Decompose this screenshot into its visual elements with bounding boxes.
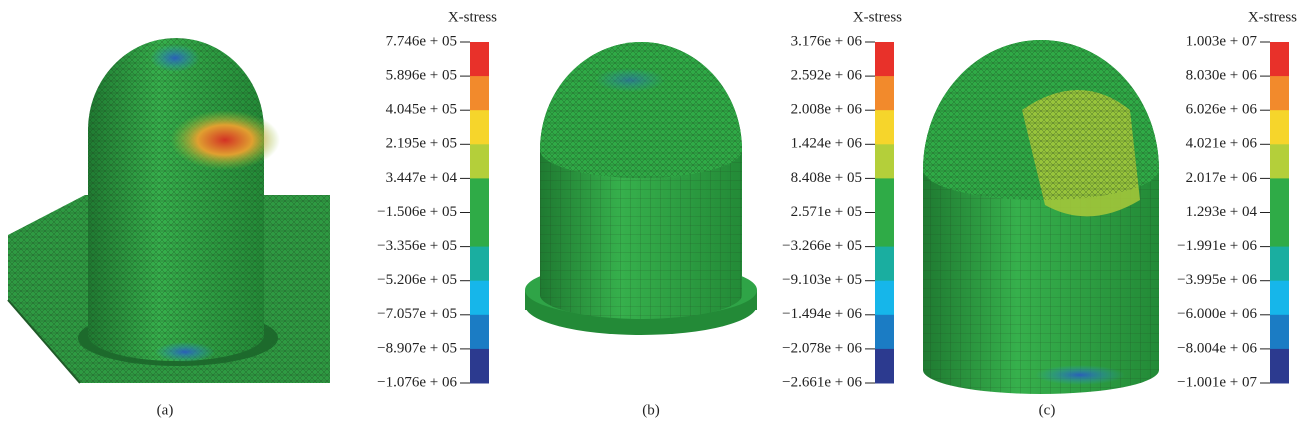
colorbar-tick-label: −5.206e + 05: [377, 272, 457, 288]
colorbar-title: X-stress: [1248, 9, 1297, 25]
colorbar-segment: [470, 315, 489, 350]
colorbar-tick-label: 2.592e + 06: [791, 68, 863, 84]
colorbar-segment: [470, 349, 489, 384]
colorbar-segment: [875, 42, 894, 77]
colorbar-tick-label: 1.003e + 07: [1186, 33, 1258, 49]
panel-label: (b): [642, 402, 660, 418]
colorbar-tick-label: −1.991e + 06: [1177, 238, 1257, 254]
colorbar-tick-label: 3.447e + 04: [386, 170, 458, 186]
colorbar-segment: [470, 213, 489, 248]
colorbar-segment: [875, 247, 894, 282]
colorbar-tick-label: −8.004e + 06: [1177, 340, 1257, 356]
colorbar-tick-label: 1.424e + 06: [791, 136, 863, 152]
colorbar-segment: [1270, 247, 1289, 282]
colorbar-tick-label: 2.017e + 06: [1186, 170, 1258, 186]
colorbar-title: X-stress: [448, 9, 497, 25]
colorbar-segment: [875, 213, 894, 248]
colorbar-segment: [1270, 178, 1289, 213]
model-a: [8, 38, 330, 383]
colorbar-segment: [470, 42, 489, 77]
colorbar-tick-label: −2.078e + 06: [782, 340, 862, 356]
colorbar-tick-label: −1.076e + 06: [377, 374, 457, 390]
colorbar-segment: [1270, 110, 1289, 145]
colorbar-tick-label: 2.571e + 05: [791, 204, 862, 220]
colorbar-segment: [470, 76, 489, 111]
colorbar-segment: [1270, 213, 1289, 248]
panel-label: (a): [157, 402, 174, 418]
colorbar-tick-label: 3.176e + 06: [791, 33, 863, 49]
colorbar-tick-label: 1.293e + 04: [1186, 204, 1258, 220]
colorbar-tick-label: −7.057e + 05: [377, 306, 457, 322]
colorbar-segment: [875, 349, 894, 384]
colorbar-segment: [1270, 281, 1289, 316]
panel-label: (c): [1039, 402, 1056, 418]
colorbar-tick-label: −8.907e + 05: [377, 340, 457, 356]
colorbar-segment: [875, 144, 894, 179]
colorbar-tick-label: 4.045e + 05: [386, 102, 457, 118]
colorbar-tick-label: −3.266e + 05: [782, 238, 862, 254]
colorbar-segment: [875, 178, 894, 213]
colorbar-tick-label: 7.746e + 05: [386, 33, 457, 49]
colorbar-tick-label: −9.103e + 05: [782, 272, 862, 288]
colorbar-segment: [470, 247, 489, 282]
colorbar-segment: [1270, 315, 1289, 350]
colorbar-tick-label: 2.195e + 05: [386, 136, 457, 152]
model-b: [525, 42, 757, 335]
figure: (a) X-stress 7.746e + 05 5.896e + 05 4.045e …: [0, 0, 1299, 436]
colorbar-tick-label: 8.408e + 05: [791, 170, 862, 186]
colorbar-tick-label: 8.030e + 06: [1186, 68, 1258, 84]
colorbar-title: X-stress: [853, 9, 902, 25]
colorbar-segment: [470, 144, 489, 179]
colorbar-segment: [1270, 42, 1289, 77]
colorbar-tick-label: 6.026e + 06: [1186, 102, 1258, 118]
colorbar-segment: [875, 281, 894, 316]
colorbar-tick-label: 5.896e + 05: [386, 68, 457, 84]
colorbar-tick-label: −6.000e + 06: [1177, 306, 1257, 322]
colorbar-segment: [1270, 144, 1289, 179]
colorbar-tick-label: −1.001e + 07: [1177, 374, 1257, 390]
colorbar-tick-label: 2.008e + 06: [791, 102, 863, 118]
colorbar-segment: [875, 76, 894, 111]
colorbar-segment: [470, 178, 489, 213]
colorbar-tick-label: −1.494e + 06: [782, 306, 862, 322]
colorbar-tick-label: −3.995e + 06: [1177, 272, 1257, 288]
colorbar-segment: [470, 110, 489, 145]
colorbar-segment: [1270, 76, 1289, 111]
colorbar-tick-label: −2.661e + 06: [782, 374, 862, 390]
colorbar-tick-label: −1.506e + 05: [377, 204, 457, 220]
colorbar-segment: [875, 110, 894, 145]
colorbar-segment: [1270, 349, 1289, 384]
colorbar-tick-label: −3.356e + 05: [377, 238, 457, 254]
colorbar-tick-label: 4.021e + 06: [1186, 136, 1258, 152]
colorbar-segment: [875, 315, 894, 350]
model-c: [923, 40, 1159, 394]
colorbar-segment: [470, 281, 489, 316]
